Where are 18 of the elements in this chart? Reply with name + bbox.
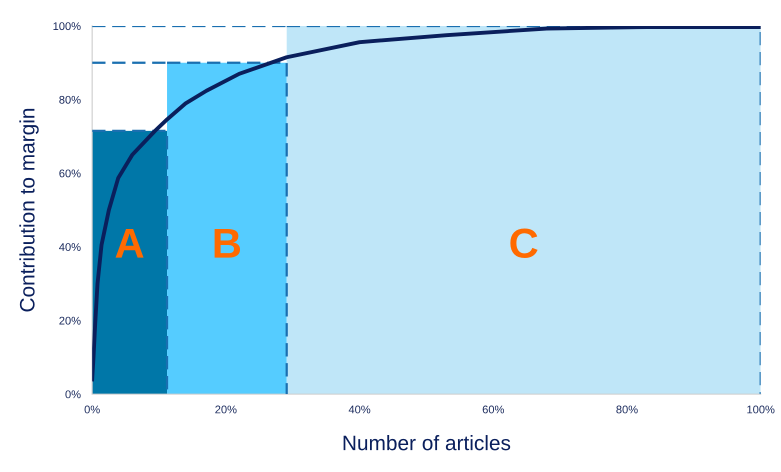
x-tick-label: 80% bbox=[616, 406, 638, 414]
line-series bbox=[92, 26, 761, 382]
x-tick-label: 0% bbox=[84, 406, 100, 414]
x-axis-title: Number of articles bbox=[344, 435, 510, 450]
annotation: B bbox=[214, 228, 240, 258]
x-tick-label: 40% bbox=[348, 406, 370, 414]
y-tick-label: 0% bbox=[65, 390, 81, 398]
y-axis-title: Contribution to margin bbox=[19, 108, 39, 312]
annotation: A bbox=[116, 228, 144, 258]
y-tick-label: 40% bbox=[59, 243, 81, 251]
y-tick-label: 60% bbox=[59, 169, 81, 178]
y-tick-label: 80% bbox=[59, 96, 81, 104]
x-tick-label: 20% bbox=[215, 406, 237, 414]
x-tick-label: 100% bbox=[747, 406, 775, 414]
x-tick-label: 60% bbox=[482, 406, 504, 414]
y-tick-label: 100% bbox=[53, 22, 81, 30]
y-tick-label: 20% bbox=[59, 316, 81, 325]
annotation: C bbox=[510, 228, 538, 258]
